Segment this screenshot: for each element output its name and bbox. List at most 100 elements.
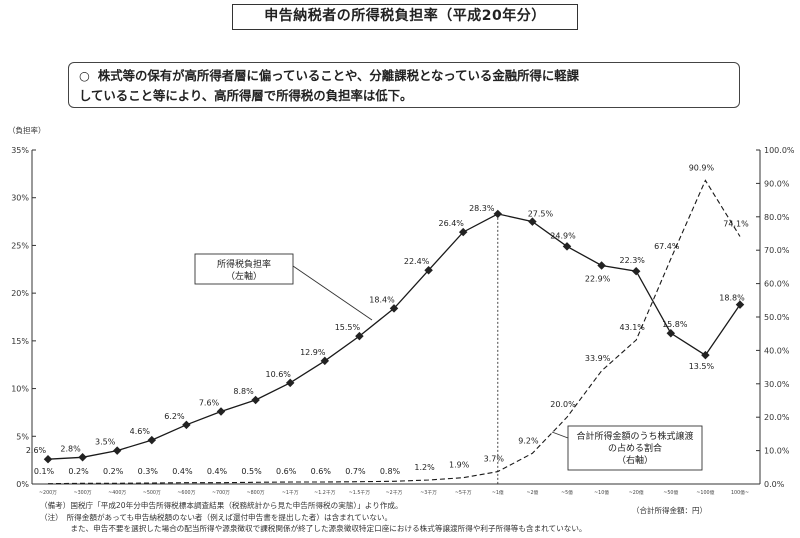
x-tick-label: ~300万 [74, 490, 92, 496]
stock-ratio-label: 67.4% [654, 242, 680, 251]
left-tick-label: 20% [11, 289, 29, 298]
note-line: また、申告不要を選択した場合の配当所得や源泉徴収で課税関係が終了した源泉徴収特定… [40, 524, 587, 533]
tax-rate-label: 15.5% [335, 323, 361, 332]
x-tick-label: ~1千万 [282, 489, 299, 496]
tax-rate-label: 10.6% [265, 370, 291, 379]
stock-ratio-label: 0.2% [68, 467, 89, 476]
left-tick-label: 5% [16, 432, 29, 441]
right-tick-label: 10.0% [764, 447, 790, 456]
tax-rate-label: 28.3% [469, 204, 495, 213]
stock-ratio-label: 43.1% [619, 323, 645, 332]
x-tick-label: 100億~ [731, 489, 749, 496]
tax-rate-label: 2.6% [26, 446, 47, 455]
x-tick-label: ~600万 [177, 490, 195, 496]
tax-rate-point [666, 328, 676, 338]
x-tick-label: ~20億 [629, 489, 644, 496]
right-tick-label: 100.0% [764, 146, 795, 155]
tax-rate-label: 2.8% [60, 444, 81, 453]
tax-rate-point [493, 209, 503, 219]
stock-ratio-label: 9.2% [518, 436, 539, 445]
tax-rate-point [285, 378, 295, 388]
tax-rate-point [147, 435, 157, 445]
summary-line-2: していること等により、高所得層で所得税の負担率は低下。 [79, 86, 731, 106]
tax-rate-callout-box [194, 253, 294, 285]
x-tick-label: ~2千万 [386, 489, 403, 496]
summary-box: ○ 株式等の保有が高所得者層に偏っていることや、分離課税となっている金融所得に軽課… [68, 62, 740, 108]
tax-rate-label: 4.6% [130, 427, 151, 436]
stock-ratio-label: 0.6% [276, 467, 297, 476]
right-tick-label: 40.0% [764, 346, 790, 355]
tax-rate-point [735, 300, 745, 309]
left-tick-label: 0% [16, 480, 29, 489]
tax-rate-point [701, 350, 710, 360]
tax-rate-point [43, 454, 53, 464]
x-tick-label: ~10億 [594, 489, 609, 496]
tax-rate-point [528, 217, 537, 226]
tax-rate-callout-pointer [292, 265, 373, 321]
stock-ratio-label: 1.9% [449, 461, 470, 470]
series-line-stock-ratio [47, 179, 741, 485]
x-axis-unit: （合計所得金額：円） [632, 505, 707, 515]
tax-rate-label: 6.2% [164, 412, 185, 421]
stock-ratio-callout-pointer [551, 431, 569, 439]
right-tick-label: 30.0% [764, 380, 790, 389]
note-line: （注） 所得金額があっても申告納税額のない者（例えば還付申告書を提出した者）は含… [40, 512, 393, 522]
tax-rate-label: 8.8% [233, 387, 254, 396]
right-tick-label: 60.0% [764, 280, 790, 289]
left-axis-unit: （負担率） [8, 125, 46, 135]
stock-ratio-label: 0.8% [380, 467, 401, 476]
x-tick-label: ~400万 [108, 490, 126, 496]
stock-ratio-label: 74.1% [723, 220, 749, 229]
tax-rate-label: 22.4% [404, 257, 430, 266]
right-tick-label: 80.0% [764, 213, 790, 222]
notes: （備考）国税庁「平成20年分申告所得税標本調査結果（税務統計から見た申告所得税の… [40, 500, 587, 535]
chart-title: 申告納税者の所得税負担率（平成20年分） [232, 4, 578, 30]
left-tick-label: 15% [11, 337, 29, 346]
tax-rate-point [597, 261, 606, 270]
right-tick-label: 90.0% [764, 179, 790, 188]
stock-ratio-label: 90.9% [689, 163, 715, 172]
tax-rate-callout-label: （左軸） [226, 270, 262, 282]
tax-rate-point [631, 266, 641, 276]
summary-line-1: ○ 株式等の保有が高所得者層に偏っていることや、分離課税となっている金融所得に軽課 [79, 66, 731, 86]
stock-ratio-label: 3.7% [484, 455, 505, 464]
tax-rate-point [355, 331, 364, 341]
series-line-tax-rate [47, 213, 741, 460]
stock-ratio-callout-label: （右軸） [617, 454, 653, 466]
stock-ratio-label: 0.2% [103, 467, 124, 476]
stock-ratio-label: 0.4% [172, 467, 193, 476]
tax-rate-point [78, 453, 87, 462]
x-tick-label: ~50億 [663, 489, 678, 496]
x-tick-label: ~500万 [143, 490, 161, 496]
left-tick-label: 30% [11, 194, 29, 203]
x-tick-label: ~800万 [247, 490, 265, 496]
tax-rate-label: 13.5% [689, 362, 715, 371]
tax-rate-label: 7.6% [199, 398, 220, 407]
note-line: （備考）国税庁「平成20年分申告所得税標本調査結果（税務統計から見た申告所得税の… [40, 501, 403, 510]
tax-rate-point [320, 356, 330, 366]
tax-rate-label: 22.3% [619, 256, 645, 265]
stock-ratio-label: 0.4% [207, 467, 228, 476]
stock-ratio-label: 0.3% [138, 467, 159, 476]
tax-rate-point [389, 304, 399, 313]
x-tick-label: ~5千万 [455, 489, 472, 496]
tax-rate-label: 12.9% [300, 348, 326, 357]
tax-rate-point [424, 265, 433, 275]
x-tick-label: ~2億 [526, 489, 538, 496]
x-tick-label: ~700万 [212, 490, 230, 496]
tax-rate-label: 15.8% [662, 320, 688, 329]
left-tick-label: 35% [11, 146, 29, 155]
tax-rate-label: 27.5% [528, 210, 554, 219]
right-tick-label: 0.0% [764, 480, 785, 489]
tax-rate-point [458, 227, 468, 237]
stock-ratio-label: 0.7% [345, 467, 366, 476]
stock-ratio-callout-label: 合計所得金額のうち株式譲渡 [576, 430, 693, 442]
x-tick-label: ~3千万 [420, 489, 437, 496]
tax-rate-label: 24.9% [550, 231, 576, 240]
summary-text-1: 株式等の保有が高所得者層に偏っていることや、分離課税となっている金融所得に軽課 [97, 68, 580, 83]
tax-rate-point [251, 395, 260, 405]
stock-ratio-label: 0.6% [311, 467, 332, 476]
tax-rate-label: 26.4% [438, 219, 464, 228]
tax-rate-callout-label: 所得税負担率 [217, 258, 271, 270]
